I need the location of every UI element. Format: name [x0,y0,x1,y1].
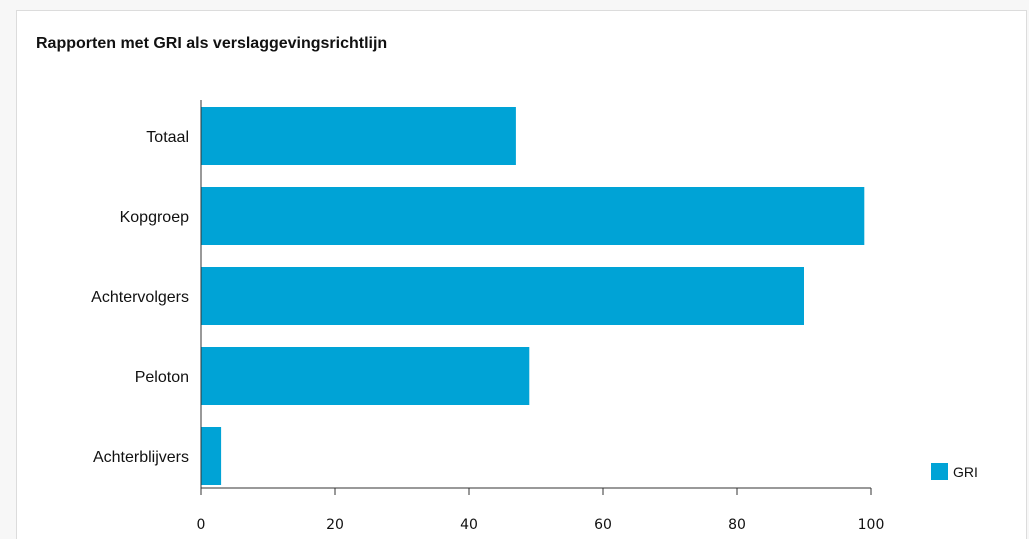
x-tick-label-20: 20 [326,517,344,533]
category-label-achterblijvers: Achterblijvers [93,449,189,466]
category-labels: Totaal Kopgroep Achtervolgers Peloton Achter… [91,129,189,466]
bar-kopgroep [201,187,865,245]
category-label-achtervolgers: Achtervolgers [91,289,189,306]
bar-peloton [201,347,530,405]
category-label-totaal: Totaal [146,129,189,146]
category-label-kopgroep: Kopgroep [120,209,189,226]
x-tick-label-40: 40 [460,517,478,533]
x-tick-labels: 0 20 40 60 80 100 [197,517,885,533]
x-tick-label-80: 80 [728,517,746,533]
axes [200,100,872,495]
x-tick-label-60: 60 [594,517,612,533]
legend: GRI [931,463,978,480]
bar-totaal [201,107,516,165]
bars-group [201,107,865,485]
x-tick-label-100: 100 [858,517,885,533]
chart-title: Rapporten met GRI als verslaggevingsrich… [36,35,388,52]
bar-achterblijvers [201,427,222,485]
bar-achtervolgers [201,267,804,325]
legend-swatch [931,463,948,480]
category-label-peloton: Peloton [135,369,189,386]
legend-label: GRI [953,464,978,480]
x-tick-label-0: 0 [197,517,206,533]
